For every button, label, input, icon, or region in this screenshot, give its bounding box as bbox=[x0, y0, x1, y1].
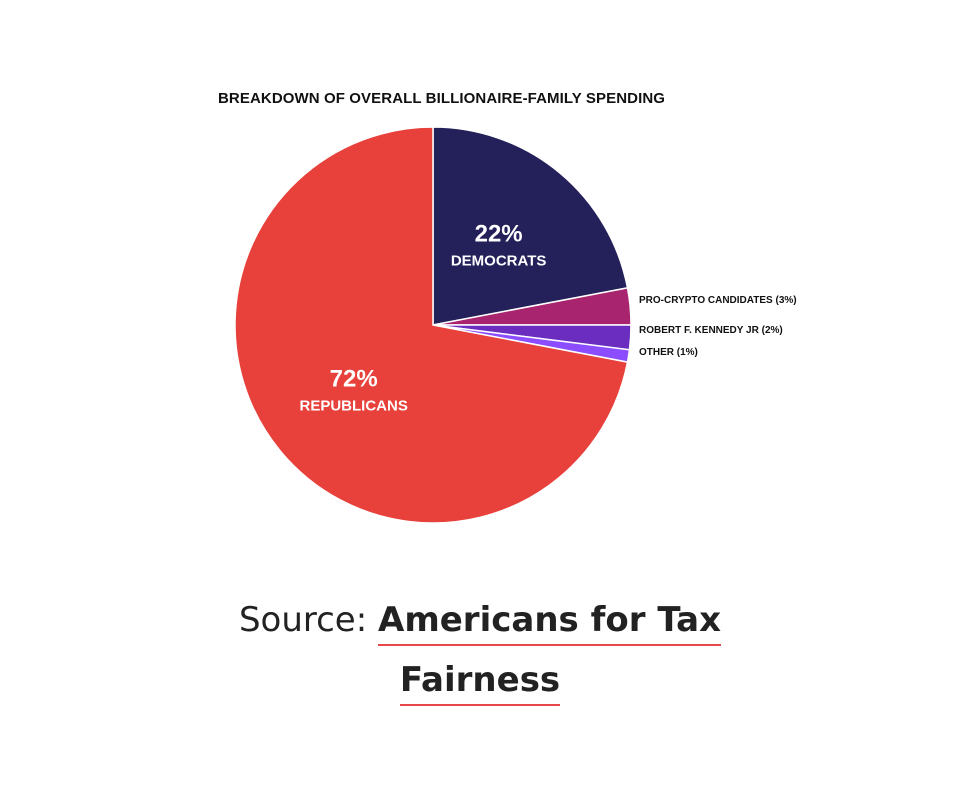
slice-name-label: DEMOCRATS bbox=[451, 253, 547, 270]
source-prefix: Source: bbox=[238, 600, 378, 640]
slice-name-label: REPUBLICANS bbox=[299, 398, 407, 415]
slice-outside-label: PRO-CRYPTO CANDIDATES (3%) bbox=[639, 295, 797, 306]
pie-slice-republicans bbox=[234, 126, 629, 524]
source-line-2: Fairness bbox=[0, 660, 960, 706]
slice-outside-label: OTHER (1%) bbox=[639, 347, 698, 358]
slice-pct-label: 22% bbox=[475, 221, 523, 248]
source-link-part-2[interactable]: Fairness bbox=[399, 660, 561, 706]
source-line-1: Source: Americans for Tax bbox=[0, 600, 960, 646]
slice-pct-label: 72% bbox=[330, 366, 378, 393]
slice-outside-label: ROBERT F. KENNEDY JR (2%) bbox=[639, 325, 783, 336]
source-link-part-1[interactable]: Americans for Tax bbox=[378, 600, 722, 646]
chart-title: BREAKDOWN OF OVERALL BILLIONAIRE-FAMILY … bbox=[218, 90, 666, 107]
pie-slice-democrats bbox=[432, 126, 629, 326]
